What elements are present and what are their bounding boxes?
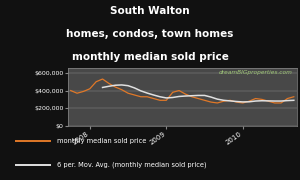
6 per. Mov. Avg. (monthly median sold price): [184, 95, 187, 97]
6 per. Mov. Avg. (monthly median sold price): [164, 97, 168, 99]
6 per. Mov. Avg. (monthly median sold price): [209, 96, 213, 98]
monthly median sold price: [107, 82, 111, 85]
monthly median sold price: [158, 99, 162, 101]
Text: 6 per. Mov. Avg. (monthly median sold price): 6 per. Mov. Avg. (monthly median sold pr…: [57, 162, 207, 168]
monthly median sold price: [152, 97, 155, 100]
monthly median sold price: [94, 81, 98, 83]
monthly median sold price: [88, 88, 92, 90]
6 per. Mov. Avg. (monthly median sold price): [286, 100, 289, 102]
monthly median sold price: [209, 101, 213, 103]
6 per. Mov. Avg. (monthly median sold price): [152, 94, 155, 96]
6 per. Mov. Avg. (monthly median sold price): [190, 95, 194, 97]
6 per. Mov. Avg. (monthly median sold price): [279, 100, 283, 102]
Line: 6 per. Mov. Avg. (monthly median sold price): 6 per. Mov. Avg. (monthly median sold pr…: [103, 85, 294, 102]
Text: monthly median sold price: monthly median sold price: [57, 138, 146, 144]
6 per. Mov. Avg. (monthly median sold price): [196, 94, 200, 96]
Text: dreamBIGproperties.com: dreamBIGproperties.com: [218, 70, 292, 75]
monthly median sold price: [286, 97, 289, 100]
monthly median sold price: [120, 89, 124, 91]
monthly median sold price: [228, 99, 232, 101]
6 per. Mov. Avg. (monthly median sold price): [171, 96, 175, 99]
monthly median sold price: [69, 89, 73, 92]
monthly median sold price: [279, 102, 283, 104]
monthly median sold price: [126, 92, 130, 94]
6 per. Mov. Avg. (monthly median sold price): [215, 98, 219, 100]
monthly median sold price: [101, 78, 104, 80]
6 per. Mov. Avg. (monthly median sold price): [101, 86, 104, 89]
6 per. Mov. Avg. (monthly median sold price): [260, 100, 264, 102]
6 per. Mov. Avg. (monthly median sold price): [113, 84, 117, 86]
6 per. Mov. Avg. (monthly median sold price): [248, 101, 251, 103]
monthly median sold price: [235, 101, 238, 103]
6 per. Mov. Avg. (monthly median sold price): [222, 99, 226, 101]
6 per. Mov. Avg. (monthly median sold price): [120, 84, 124, 86]
monthly median sold price: [171, 91, 175, 93]
6 per. Mov. Avg. (monthly median sold price): [139, 90, 142, 92]
6 per. Mov. Avg. (monthly median sold price): [228, 100, 232, 102]
6 per. Mov. Avg. (monthly median sold price): [133, 87, 136, 89]
monthly median sold price: [260, 98, 264, 100]
6 per. Mov. Avg. (monthly median sold price): [273, 100, 277, 102]
monthly median sold price: [266, 100, 270, 102]
monthly median sold price: [241, 102, 244, 104]
monthly median sold price: [82, 90, 85, 93]
6 per. Mov. Avg. (monthly median sold price): [241, 101, 244, 103]
6 per. Mov. Avg. (monthly median sold price): [266, 100, 270, 102]
Text: homes, condos, town homes: homes, condos, town homes: [66, 29, 234, 39]
Text: monthly median sold price: monthly median sold price: [72, 52, 228, 62]
monthly median sold price: [203, 99, 206, 101]
6 per. Mov. Avg. (monthly median sold price): [126, 85, 130, 87]
6 per. Mov. Avg. (monthly median sold price): [146, 92, 149, 94]
monthly median sold price: [184, 93, 187, 95]
monthly median sold price: [222, 100, 226, 102]
monthly median sold price: [75, 92, 79, 94]
monthly median sold price: [164, 99, 168, 101]
monthly median sold price: [139, 96, 142, 98]
monthly median sold price: [248, 100, 251, 102]
6 per. Mov. Avg. (monthly median sold price): [254, 100, 257, 102]
monthly median sold price: [177, 89, 181, 92]
monthly median sold price: [215, 102, 219, 104]
6 per. Mov. Avg. (monthly median sold price): [203, 94, 206, 96]
monthly median sold price: [292, 96, 296, 98]
6 per. Mov. Avg. (monthly median sold price): [158, 96, 162, 98]
6 per. Mov. Avg. (monthly median sold price): [292, 99, 296, 101]
monthly median sold price: [254, 97, 257, 100]
6 per. Mov. Avg. (monthly median sold price): [235, 100, 238, 103]
6 per. Mov. Avg. (monthly median sold price): [177, 95, 181, 98]
Line: monthly median sold price: monthly median sold price: [71, 79, 294, 103]
monthly median sold price: [146, 96, 149, 98]
monthly median sold price: [190, 96, 194, 98]
6 per. Mov. Avg. (monthly median sold price): [107, 85, 111, 87]
monthly median sold price: [133, 94, 136, 96]
Text: South Walton: South Walton: [110, 6, 190, 16]
monthly median sold price: [273, 102, 277, 104]
monthly median sold price: [196, 97, 200, 100]
monthly median sold price: [113, 86, 117, 88]
